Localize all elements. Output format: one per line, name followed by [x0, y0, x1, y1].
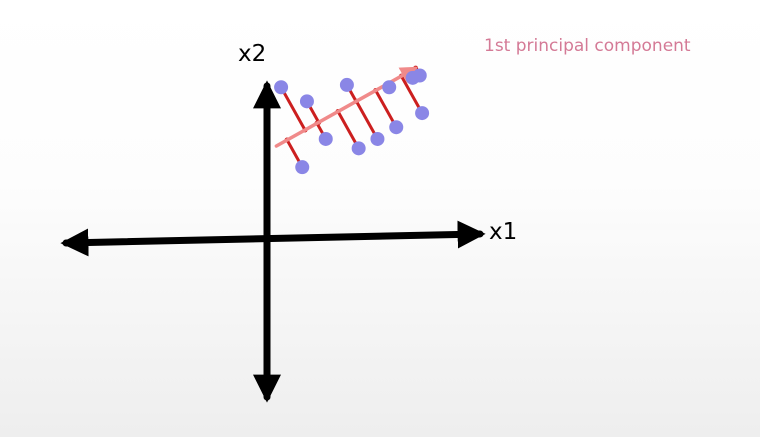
data-point	[295, 160, 310, 175]
data-point	[415, 106, 430, 121]
x2-axis-label: x2	[238, 41, 267, 67]
projection-line	[279, 85, 307, 132]
data-point	[318, 131, 333, 146]
projection-line	[336, 110, 361, 150]
projection-line	[374, 88, 398, 129]
data-point	[412, 68, 427, 83]
data-point	[299, 94, 314, 109]
data-point	[274, 80, 289, 95]
data-point	[351, 141, 366, 156]
data-points	[274, 68, 430, 175]
data-point	[389, 120, 404, 135]
x1-axis	[60, 220, 486, 257]
projection-line	[354, 99, 379, 141]
data-point	[370, 131, 385, 146]
x1-axis-label: x1	[489, 219, 518, 245]
data-point	[339, 77, 354, 92]
principal-component-label: 1st principal component	[484, 36, 691, 56]
data-point	[382, 80, 397, 95]
